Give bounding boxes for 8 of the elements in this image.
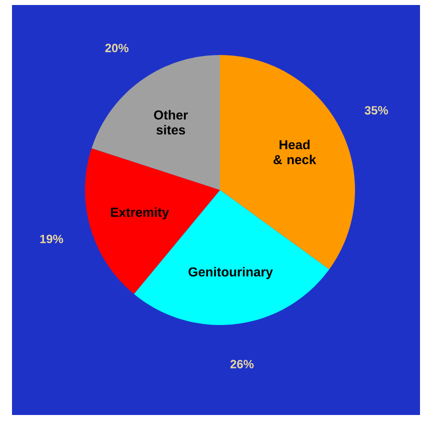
slice-label: Other sites (154, 110, 188, 135)
slice-label: Extremity (110, 207, 170, 220)
data-label: 26% (230, 360, 254, 368)
data-label: 20% (105, 44, 128, 52)
slice-label: Genitourinary (188, 266, 273, 280)
data-label: 19% (40, 234, 64, 244)
data-label: 35% (364, 106, 388, 115)
slice-label: Head & neck (274, 140, 316, 164)
